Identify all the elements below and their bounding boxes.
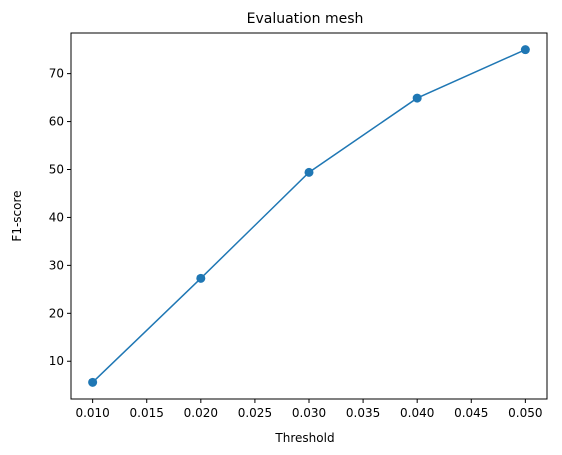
x-tick-label: 0.045 — [454, 406, 488, 420]
x-tick-label: 0.015 — [130, 406, 164, 420]
x-tick-label: 0.030 — [292, 406, 326, 420]
x-tick-label: 0.020 — [184, 406, 218, 420]
x-axis: 0.010 0.015 0.020 0.025 0.030 0.035 0.040 0.045… — [75, 399, 543, 420]
x-axis-label: Threshold — [274, 431, 334, 445]
data-point — [520, 45, 530, 55]
y-tick-label: 60 — [49, 115, 64, 129]
data-point — [304, 167, 314, 177]
chart-title: Evaluation mesh — [247, 11, 364, 27]
data-point — [196, 273, 206, 283]
series-line — [92, 48, 526, 383]
x-tick-label: 0.010 — [75, 406, 109, 420]
x-tick-label: 0.025 — [238, 406, 272, 420]
y-tick-label: 50 — [49, 163, 64, 177]
y-axis: 10 20 30 40 50 60 70 — [49, 67, 71, 368]
series-group — [88, 45, 530, 387]
y-tick-label: 30 — [49, 258, 64, 272]
y-tick-label: 40 — [49, 210, 64, 224]
y-tick-label: 70 — [49, 67, 64, 81]
plot-frame — [70, 32, 548, 400]
data-point — [88, 377, 98, 387]
y-tick-label: 10 — [49, 354, 64, 368]
x-tick-label: 0.035 — [346, 406, 380, 420]
x-tick-label: 0.050 — [508, 406, 542, 420]
data-point — [412, 93, 422, 103]
x-tick-label: 0.040 — [400, 406, 434, 420]
y-tick-label: 20 — [49, 306, 64, 320]
y-axis-label: F1-score — [10, 190, 24, 241]
